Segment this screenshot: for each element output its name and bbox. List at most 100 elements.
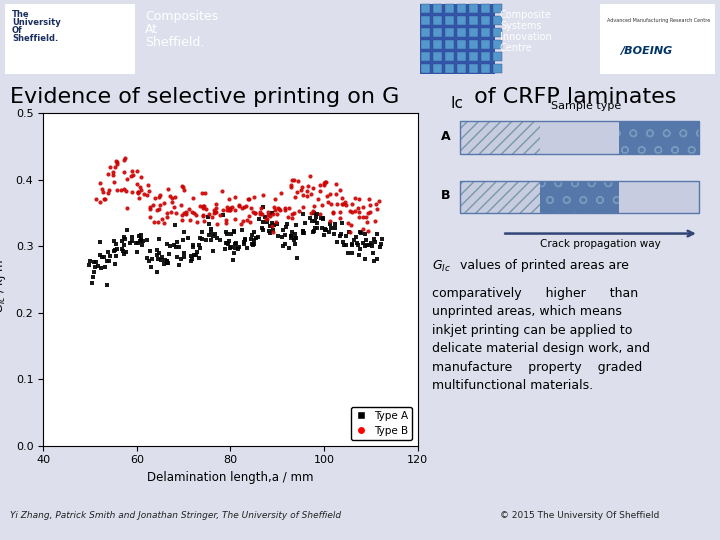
Bar [619,181,698,213]
Point [127,232,138,241]
Point [179,228,190,237]
Point [203,219,215,228]
Point [364,207,376,216]
Point [361,241,372,249]
Point [334,231,346,240]
Point [286,210,297,218]
Bar [433,28,442,37]
Point [268,202,279,211]
Bar [421,40,430,49]
Point [143,257,154,266]
Point [266,209,277,218]
Point [132,187,144,196]
Point [90,195,102,204]
Bar [539,181,619,213]
Point [307,207,319,215]
Point [256,204,267,212]
Point [220,216,232,225]
Point [156,256,167,265]
Point [272,231,284,240]
Bar [481,16,490,25]
Point [224,204,235,213]
Point [260,212,271,221]
Point [297,191,309,199]
Point [230,240,241,248]
Text: $G_{Ic}$: $G_{Ic}$ [432,259,451,274]
Point [325,190,336,199]
Point [227,255,238,264]
Point [370,199,382,208]
Bar [469,40,478,49]
Point [198,216,210,225]
Text: Centre: Centre [500,43,533,53]
Point [286,228,297,237]
Point [153,249,165,258]
Point [224,205,235,214]
Bar [493,28,502,37]
Point [122,175,133,184]
Point [111,160,122,168]
Point [261,218,273,226]
Text: Evidence of selective printing on G: Evidence of selective printing on G [10,86,400,107]
Point [135,236,146,245]
Point [219,245,230,253]
Point [132,239,144,247]
Point [366,239,377,247]
Point [96,185,108,193]
Point [96,253,107,261]
Point [87,272,99,281]
Point [119,154,130,163]
Point [238,238,250,247]
Point [308,227,320,235]
Point [319,225,330,234]
Point [324,220,336,229]
Point [171,253,183,261]
Point [109,260,120,268]
Point [187,243,199,252]
Point [161,212,173,221]
Point [194,201,205,210]
Bar [433,16,442,25]
Point [169,193,181,201]
Point [145,204,156,213]
Point [320,225,331,234]
Point [351,233,362,241]
Point [99,194,111,203]
Point [225,244,236,252]
Point [239,236,251,245]
Point [221,239,233,247]
Point [266,219,277,227]
Point [180,208,192,217]
Point [135,237,146,246]
Point [186,252,197,261]
Text: Innovation: Innovation [500,32,552,42]
Point [305,208,317,217]
Point [369,238,381,246]
Point [171,237,183,246]
Point [350,193,361,202]
Point [257,225,269,234]
Point [330,190,342,199]
Point [308,208,320,217]
Point [158,199,170,207]
Point [257,202,269,211]
Point [225,242,237,251]
Point [162,185,174,193]
Point [274,205,285,213]
Point [233,201,245,210]
Point [256,210,267,218]
Point [291,187,302,196]
Point [233,202,244,211]
Point [343,227,354,236]
Point [120,247,132,256]
Bar [469,16,478,25]
Point [320,225,331,234]
Point [346,240,358,249]
Point [246,204,257,213]
Text: At: At [145,23,158,36]
Point [289,234,301,242]
Point [286,176,297,185]
Point [99,262,110,271]
Point [111,158,122,166]
Point [291,233,302,242]
